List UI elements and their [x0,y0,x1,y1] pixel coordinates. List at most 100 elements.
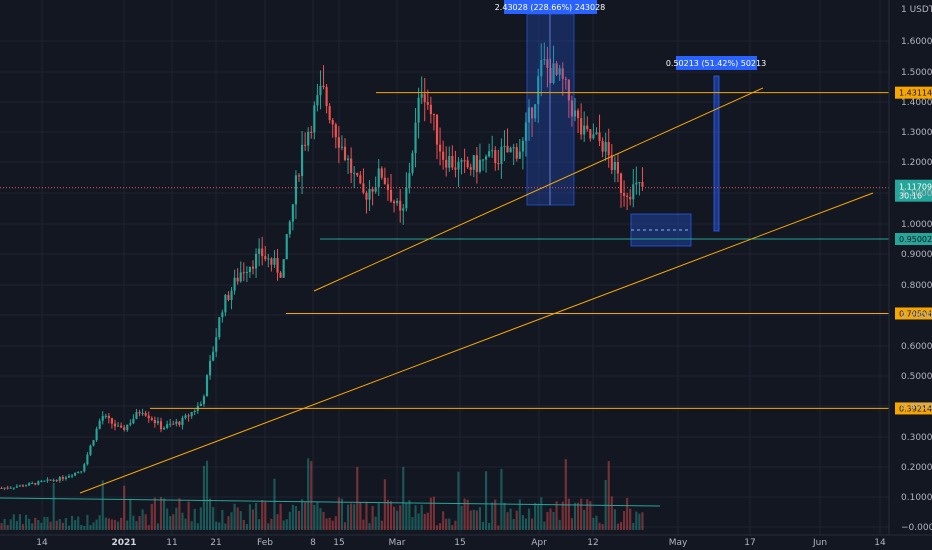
volume-bar [101,480,104,530]
volume-bar [169,515,172,530]
volume-bar [208,498,212,530]
candle-body [120,425,123,428]
candle-body [540,60,543,77]
volume-bar [64,518,68,530]
candle-body [555,63,558,75]
volume-bar [28,518,31,530]
candle-body [141,413,144,415]
candle-body [632,184,635,200]
x-tick-label: Apr [531,538,547,548]
volume-bar [481,521,485,530]
candle-body [132,418,135,424]
volume-bar [555,501,558,530]
candle-body [221,312,224,318]
current-price-tag [895,179,932,202]
candle-body [488,151,491,157]
candle-body [396,200,399,204]
volume-bar [524,518,528,530]
candle-body [564,78,567,80]
candle-body [245,272,248,274]
candle-body [230,290,233,300]
volume-bar [236,507,239,530]
candle-body [537,76,540,105]
volume-bar [417,513,420,530]
candle-body [389,189,393,202]
volume-bar [193,508,196,530]
volume-bar [399,505,402,530]
volume-bar [420,504,423,530]
x-tick-label: Mar [389,538,406,548]
candle-body [429,104,432,115]
volume-bar [613,509,616,530]
candle-body [147,415,150,419]
volume-bar [543,521,546,530]
candle-body [331,120,334,125]
volume-bar [294,506,298,530]
candle-body [95,428,98,441]
volume-bar [343,522,347,530]
candle-body [484,156,488,160]
volume-bar [622,511,626,530]
volume-bar [261,499,264,530]
candle-body [236,277,239,282]
volume-bar [304,502,307,530]
volume-bar [635,511,638,530]
candle-body [129,423,132,425]
candle-body [527,107,531,123]
candle-body [411,153,414,174]
candle-body [313,105,316,133]
level-price-label: 1.43114 [899,89,932,98]
level-price-label: 0.39214 [899,404,932,413]
candle-body [509,147,512,153]
candle-body [70,475,74,477]
volume-bar [313,504,316,530]
candle-body [218,317,221,338]
volume-bar [181,512,184,530]
volume-bar [196,523,199,530]
candle-body [607,142,610,156]
volume-bar [506,512,509,530]
candle-body [270,258,273,265]
volume-bar [291,504,294,530]
volume-bar [558,519,561,530]
candle-body [242,272,245,274]
candle-body [580,118,583,135]
x-tick-label: 14 [874,538,886,548]
candle-body [285,234,288,260]
candle-body [273,257,276,265]
candle-body [552,63,555,84]
volume-bar [55,520,58,530]
candle-body [432,114,436,116]
volume-bar [537,503,540,530]
volume-bar [166,508,169,530]
volume-bar [18,514,22,530]
volume-bar [386,499,390,530]
measure-label-2-bg [676,56,757,70]
volume-bar [276,514,279,530]
candle-body [254,253,258,269]
candle-body [86,454,89,465]
volume-bar [92,522,95,530]
volume-bar [184,518,187,530]
measure-zone-2 [713,75,720,232]
volume-bar [12,514,15,530]
volume-bar [573,502,577,530]
volume-bar [227,516,230,530]
candle-body [181,418,184,425]
volume-bar [494,499,497,530]
volume-bar [607,461,610,530]
candle-body [261,248,264,257]
volume-bar [77,516,80,530]
volume-bar [337,497,340,530]
volume-bar [310,461,313,530]
candle-body [500,146,503,164]
volume-bar [549,508,552,530]
volume-bar [218,522,221,530]
candle-body [635,182,638,185]
candle-body [503,145,506,147]
